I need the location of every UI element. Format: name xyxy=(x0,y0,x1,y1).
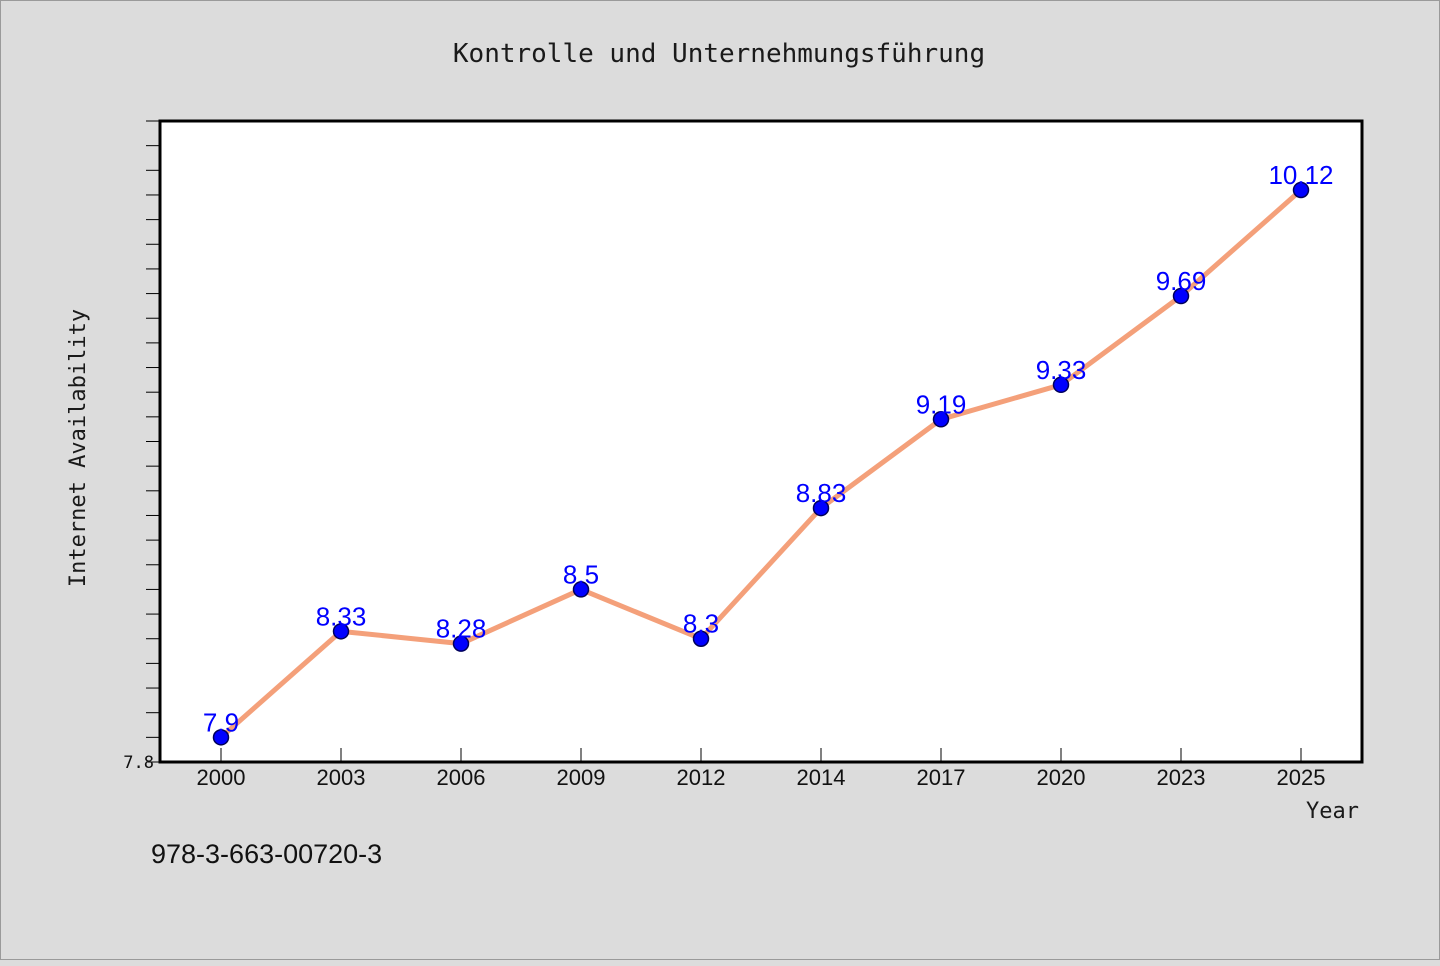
data-point xyxy=(932,411,950,428)
x-tick-label: 2017 xyxy=(917,765,966,790)
data-label: 9.33 xyxy=(1036,355,1087,385)
plot-area xyxy=(158,119,1364,764)
data-point xyxy=(1292,181,1310,199)
series-layer: 7.9 8.33 8.28 8.5 8.3 8.83 9.19 9.33 9.69 10.12 xyxy=(203,160,1334,746)
data-label: 8.5 xyxy=(563,559,599,589)
data-point xyxy=(1052,376,1070,394)
data-label: 8.28 xyxy=(436,614,487,644)
isbn-text: 978-3-663-00720-3 xyxy=(151,839,382,869)
data-point xyxy=(692,630,710,647)
data-point xyxy=(812,499,830,517)
data-label: 7.9 xyxy=(203,707,239,737)
data-label: 10.12 xyxy=(1268,160,1333,190)
data-label: 9.19 xyxy=(916,389,967,419)
x-tick-label: 2012 xyxy=(677,765,726,790)
x-tick-label: 2009 xyxy=(557,765,606,790)
series-line xyxy=(219,188,1303,740)
data-point xyxy=(572,581,590,598)
y-tick-label: 7.8 xyxy=(123,753,154,773)
data-label: 8.83 xyxy=(796,478,847,508)
data-point xyxy=(332,623,350,640)
data-point xyxy=(1172,287,1190,305)
x-tick-label: 2014 xyxy=(797,765,846,790)
x-tick-label: 2025 xyxy=(1277,765,1326,790)
x-tick-label: 2023 xyxy=(1157,765,1206,790)
chart-title: Kontrolle und Unternehmungsführung xyxy=(453,39,985,69)
data-point xyxy=(212,729,230,746)
data-label: 8.3 xyxy=(683,609,719,639)
data-label: 8.33 xyxy=(316,601,367,631)
y-axis-label: Internet Availability xyxy=(66,309,91,587)
x-tick-label: 2020 xyxy=(1037,765,1086,790)
x-axis-ticks: 2000 2003 2006 2009 2012 2014 2017 2020 2023 2025 xyxy=(197,748,1326,790)
x-tick-label: 2006 xyxy=(437,765,486,790)
x-tick-label: 2000 xyxy=(197,765,246,790)
y-axis-ticks: 7.8 xyxy=(123,120,160,773)
data-point xyxy=(452,635,470,652)
x-tick-label: 2003 xyxy=(317,765,366,790)
x-axis-label: Year xyxy=(1306,799,1359,824)
data-label: 9.69 xyxy=(1156,266,1207,296)
